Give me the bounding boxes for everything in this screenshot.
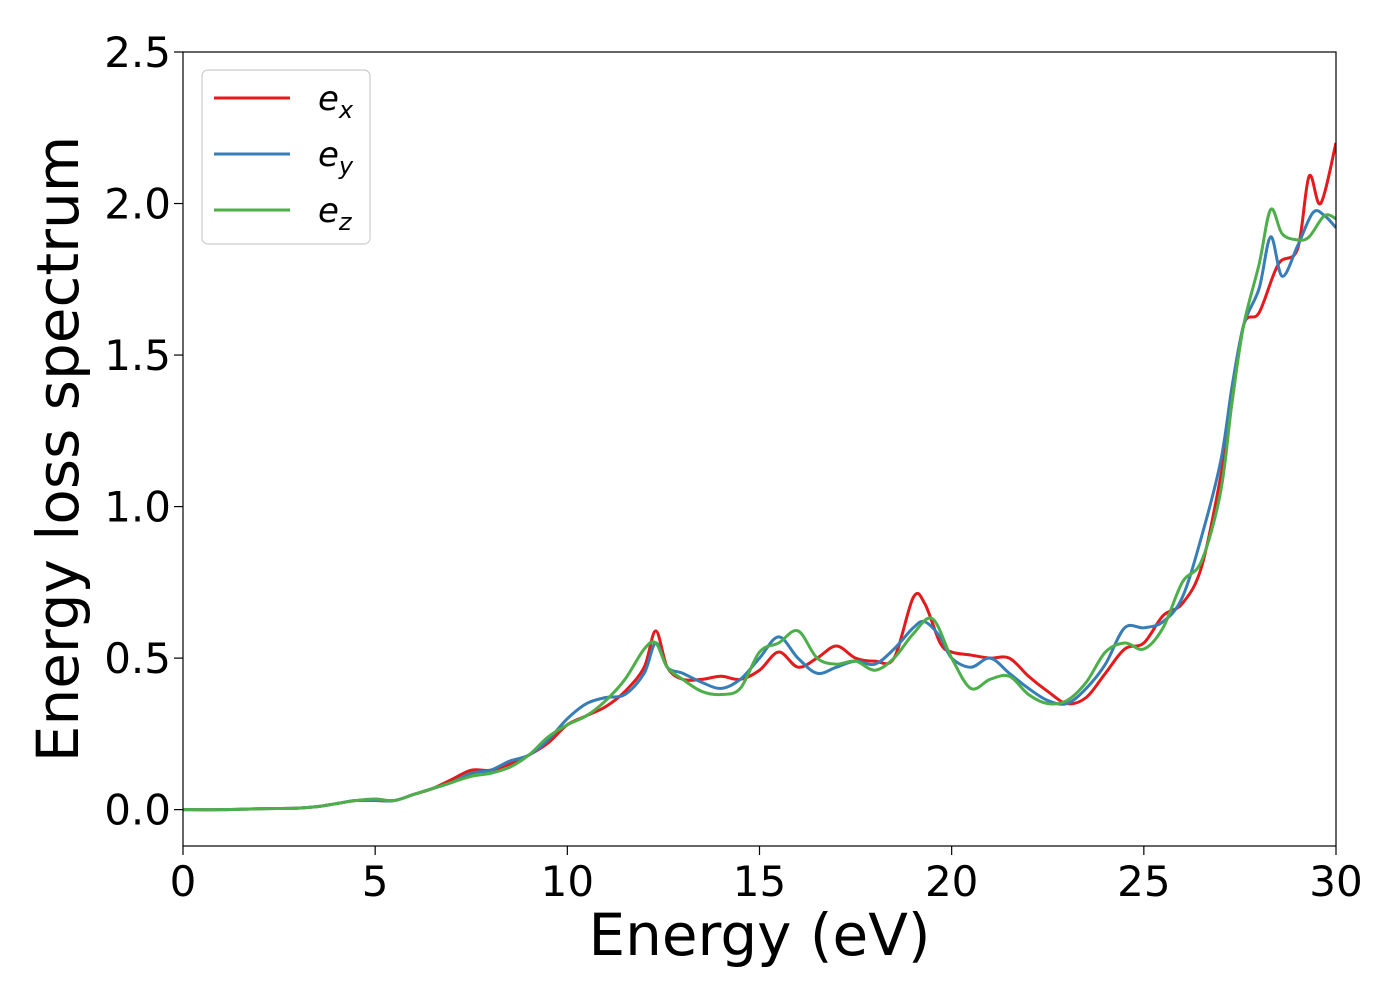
x-tick-label: 20 (925, 857, 978, 906)
series-layer (183, 142, 1336, 812)
legend-label-ey: ey (318, 135, 354, 180)
x-tick-label: 15 (733, 857, 786, 906)
x-tick-label: 0 (170, 857, 197, 906)
x-tick-label: 5 (362, 857, 389, 906)
legend-box (201, 69, 371, 245)
y-tick-label: 0.5 (104, 634, 171, 683)
x-tick-label: 10 (541, 857, 594, 906)
x-axis-title: Energy (eV) (588, 901, 930, 969)
y-tick-label: 1.0 (104, 483, 171, 532)
legend-label-ez: ez (318, 191, 353, 236)
series-line-ey (183, 209, 1336, 812)
x-tick-label: 30 (1309, 857, 1362, 906)
legend: ex ey ez (201, 69, 371, 245)
x-tick-label: 25 (1117, 857, 1170, 906)
x-axis: 0 5 10 15 20 25 30 (170, 846, 1363, 906)
y-tick-label: 2.5 (104, 28, 171, 77)
y-tick-label: 1.5 (104, 331, 171, 380)
y-axis: 0.0 0.5 1.0 1.5 2.0 2.5 (104, 28, 183, 835)
series-line-ez (183, 207, 1336, 812)
y-tick-label: 0.0 (104, 786, 171, 835)
y-axis-title: Energy loss spectrum (24, 136, 92, 762)
legend-label-ex: ex (318, 79, 354, 124)
y-tick-label: 2.0 (104, 180, 171, 229)
